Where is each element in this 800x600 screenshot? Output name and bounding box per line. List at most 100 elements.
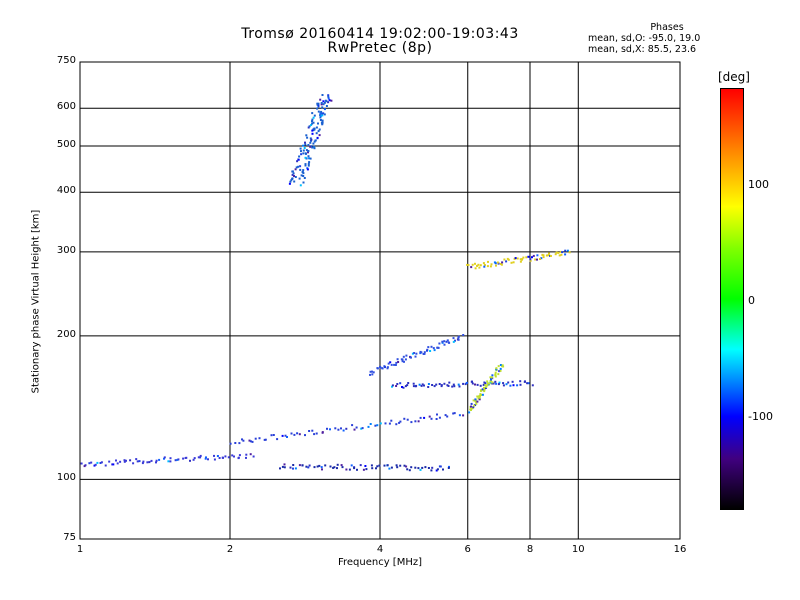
data-point bbox=[419, 416, 422, 419]
data-point bbox=[316, 102, 319, 105]
data-point bbox=[141, 462, 144, 465]
data-point bbox=[542, 254, 545, 257]
data-point bbox=[474, 383, 476, 386]
data-point bbox=[549, 255, 552, 257]
data-point bbox=[301, 464, 304, 467]
data-point bbox=[148, 461, 151, 464]
data-point bbox=[317, 102, 320, 105]
data-point bbox=[319, 114, 322, 117]
data-point bbox=[306, 167, 309, 170]
data-points bbox=[80, 94, 571, 472]
data-point bbox=[298, 155, 301, 158]
data-point bbox=[484, 382, 487, 385]
data-point bbox=[427, 467, 430, 469]
data-point bbox=[386, 464, 389, 467]
data-point bbox=[304, 141, 306, 144]
data-point bbox=[193, 457, 196, 460]
data-point bbox=[264, 438, 267, 441]
data-point bbox=[399, 464, 402, 467]
data-point bbox=[318, 128, 321, 131]
data-point bbox=[404, 385, 407, 388]
data-point bbox=[311, 146, 314, 149]
data-point bbox=[321, 468, 323, 471]
data-point bbox=[298, 433, 301, 436]
data-point bbox=[311, 118, 314, 121]
data-point bbox=[302, 144, 305, 147]
data-point bbox=[185, 456, 188, 459]
data-point bbox=[499, 369, 502, 372]
data-point bbox=[384, 366, 386, 369]
data-point bbox=[441, 340, 444, 343]
data-point bbox=[443, 343, 446, 346]
data-point bbox=[401, 360, 404, 363]
data-point bbox=[398, 421, 401, 424]
data-point bbox=[365, 468, 368, 471]
data-point bbox=[447, 385, 450, 387]
data-point bbox=[204, 457, 207, 460]
data-point bbox=[295, 166, 298, 169]
data-point bbox=[452, 383, 455, 386]
data-point bbox=[429, 350, 432, 352]
data-point bbox=[534, 258, 537, 261]
data-point bbox=[396, 383, 399, 385]
data-point bbox=[448, 341, 451, 344]
data-point bbox=[294, 467, 297, 470]
data-point bbox=[453, 385, 456, 388]
data-point bbox=[496, 261, 499, 264]
data-point bbox=[474, 398, 477, 401]
data-point bbox=[252, 455, 255, 458]
data-point bbox=[402, 355, 405, 358]
data-point bbox=[290, 179, 293, 182]
data-point bbox=[540, 257, 543, 260]
colorbar-tick-0: 0 bbox=[748, 294, 755, 307]
data-point bbox=[435, 469, 438, 472]
data-point bbox=[327, 101, 330, 104]
data-point bbox=[163, 456, 166, 459]
data-point bbox=[304, 156, 307, 159]
data-point bbox=[433, 349, 436, 352]
data-point bbox=[491, 381, 494, 384]
data-point bbox=[545, 254, 548, 257]
data-point bbox=[334, 427, 337, 430]
data-point bbox=[301, 170, 304, 173]
data-point bbox=[448, 381, 451, 384]
data-point bbox=[510, 261, 513, 264]
data-point bbox=[433, 385, 436, 388]
data-point bbox=[313, 145, 315, 148]
data-point bbox=[291, 170, 294, 173]
data-point bbox=[169, 457, 172, 460]
chart-subtitle: RwPretec (8p) bbox=[327, 40, 433, 56]
data-point bbox=[452, 337, 455, 340]
data-point bbox=[458, 414, 461, 417]
data-point bbox=[381, 367, 384, 370]
data-point bbox=[529, 258, 532, 261]
data-point bbox=[305, 149, 308, 152]
data-point bbox=[566, 249, 569, 252]
data-point bbox=[369, 370, 372, 373]
data-point bbox=[418, 383, 421, 386]
data-point bbox=[427, 383, 430, 385]
data-point bbox=[470, 266, 473, 269]
data-point bbox=[427, 346, 430, 349]
data-point bbox=[426, 349, 428, 352]
data-point bbox=[340, 464, 343, 467]
data-point bbox=[527, 255, 530, 258]
data-point bbox=[112, 463, 115, 466]
data-point bbox=[316, 103, 319, 106]
data-point bbox=[293, 175, 295, 177]
data-point bbox=[436, 468, 439, 471]
data-point bbox=[199, 456, 202, 459]
data-point bbox=[291, 177, 294, 180]
data-point bbox=[489, 265, 492, 268]
data-point bbox=[423, 352, 426, 355]
data-point bbox=[258, 437, 261, 440]
data-point bbox=[312, 121, 315, 124]
data-point bbox=[446, 415, 449, 418]
data-point bbox=[473, 404, 476, 407]
data-point bbox=[245, 453, 248, 456]
data-point bbox=[302, 169, 305, 172]
data-point bbox=[485, 386, 488, 389]
stats-header: Phases bbox=[650, 22, 684, 33]
data-point bbox=[94, 463, 97, 466]
data-point bbox=[336, 467, 338, 470]
